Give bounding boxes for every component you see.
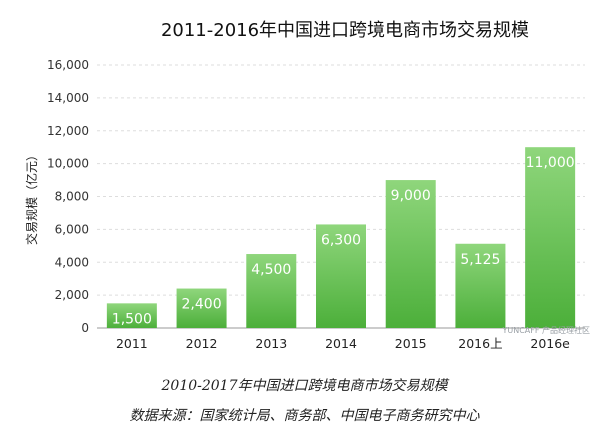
x-tick-label: 2013 [255, 336, 287, 351]
y-axis-label: 交易规模（亿元） [24, 149, 39, 245]
watermark: YUNCAFF 产品经理社区 [501, 325, 590, 335]
data-label: 11,000 [526, 155, 575, 171]
bars [106, 147, 576, 328]
x-tick-label: 2016e [530, 336, 570, 351]
y-tick-label: 2,000 [55, 288, 89, 302]
x-tick-label: 2011 [116, 336, 148, 351]
chart-title: 2011-2016年中国进口跨境电商市场交易规模 [161, 20, 529, 41]
bar-2012 [176, 288, 227, 328]
bar-2011 [106, 303, 157, 328]
y-tick-label: 16,000 [47, 58, 89, 72]
y-tick-label: 6,000 [55, 222, 89, 236]
bar-2014 [316, 224, 366, 328]
y-tick-label: 4,000 [55, 255, 89, 269]
data-labels: 1,500 2,400 4,500 6,300 9,000 5,125 11,000 [112, 155, 575, 327]
y-tick-label: 0 [81, 321, 89, 335]
x-tick-label: 2016上 [458, 336, 502, 351]
data-label: 5,125 [460, 252, 500, 268]
data-label: 9,000 [391, 188, 431, 204]
y-tick-label: 8,000 [55, 190, 89, 204]
x-tick-label: 2014 [325, 336, 357, 351]
y-tick-label: 10,000 [47, 157, 89, 171]
bar-2015 [385, 180, 436, 328]
bar-2016上 [455, 243, 506, 328]
data-label: 4,500 [251, 262, 291, 278]
x-tick-labels: 2011 2012 2013 2014 2015 2016上 2016e [116, 336, 570, 351]
y-tick-label: 12,000 [47, 124, 89, 138]
data-label: 6,300 [321, 232, 361, 248]
caption-title: 2010-2017年中国进口跨境电商市场交易规模 [161, 378, 448, 394]
y-tick-label: 14,000 [47, 91, 89, 105]
caption-source: 数据来源：国家统计局、商务部、中国电子商务研究中心 [129, 408, 480, 424]
y-tick-labels: 0 2,000 4,000 6,000 8,000 10,000 12,000 14,000 1… [47, 58, 89, 335]
bar-2013 [246, 254, 297, 328]
x-tick-label: 2012 [186, 336, 218, 351]
bar-2016e [525, 147, 576, 328]
data-label: 1,500 [112, 311, 152, 327]
x-tick-label: 2015 [395, 336, 427, 351]
data-label: 2,400 [182, 297, 222, 313]
